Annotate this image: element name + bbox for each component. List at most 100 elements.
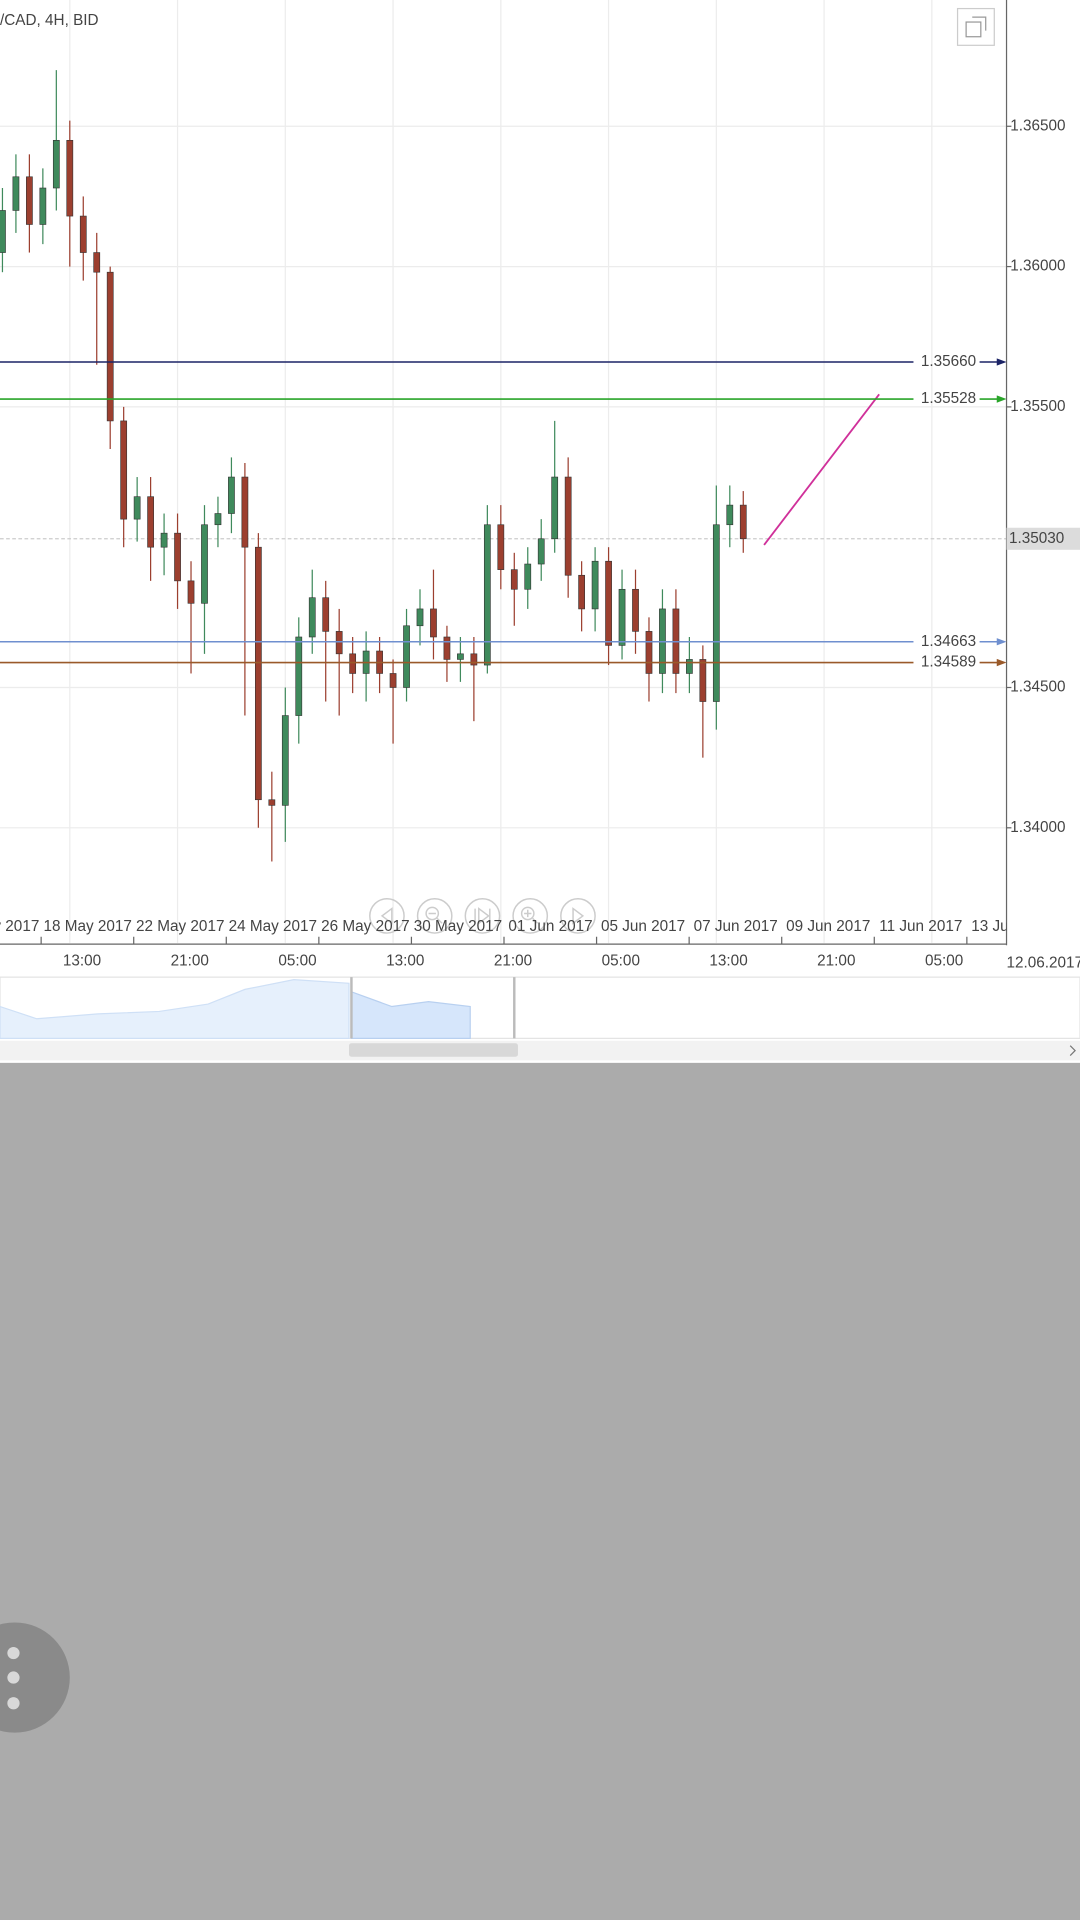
y-tick-label: 1.34500 bbox=[1010, 679, 1065, 696]
trend-line[interactable] bbox=[763, 393, 880, 546]
x-date-label: 07 Jun 2017 bbox=[694, 918, 778, 935]
candle-body bbox=[335, 631, 343, 655]
x-end-label: 12.06.2017 bbox=[1007, 955, 1080, 972]
candle-body bbox=[0, 210, 6, 253]
candle-body bbox=[645, 631, 653, 674]
zoom-in[interactable] bbox=[512, 898, 549, 934]
candle-body bbox=[605, 560, 612, 646]
floating-menu-button[interactable] bbox=[0, 1622, 70, 1733]
x-date-label: 26 May 2017 bbox=[321, 918, 409, 935]
candle-body bbox=[187, 580, 195, 604]
candle-body bbox=[632, 588, 639, 632]
candle-body bbox=[255, 546, 262, 801]
candle-body bbox=[39, 187, 47, 225]
current-price-box bbox=[1006, 527, 1080, 550]
y-tick-label: 1.36500 bbox=[1010, 117, 1065, 134]
x-date-label: 30 May 2017 bbox=[414, 918, 502, 935]
candle-body bbox=[120, 420, 128, 520]
x-date-label: 13 Jun 2017 bbox=[971, 918, 1055, 935]
price-level-arrowhead bbox=[996, 395, 1007, 403]
scroll-left[interactable] bbox=[369, 898, 405, 934]
candle-body bbox=[389, 673, 397, 688]
candle-body bbox=[510, 569, 518, 590]
candle-body bbox=[699, 659, 707, 702]
candle-body bbox=[712, 524, 720, 702]
candle-body bbox=[578, 574, 585, 610]
x-time-label: 13:00 bbox=[709, 952, 747, 969]
scrollbar-arrow[interactable] bbox=[1069, 1045, 1076, 1056]
chart-title: /CAD, 4H, BID bbox=[0, 12, 99, 29]
y-tick-label: 1.35500 bbox=[1010, 398, 1065, 415]
x-time-label: 05:00 bbox=[602, 952, 640, 969]
x-time-label: 21:00 bbox=[817, 952, 855, 969]
candle-body bbox=[470, 653, 478, 666]
price-level-label: 1.34663 bbox=[921, 633, 976, 650]
popout-button[interactable] bbox=[956, 7, 995, 46]
candle-body bbox=[147, 496, 154, 548]
candle-body bbox=[268, 799, 276, 806]
x-time-label: 13:00 bbox=[63, 952, 101, 969]
candle-body bbox=[564, 476, 572, 576]
candle-body bbox=[524, 563, 532, 590]
candle-body bbox=[214, 513, 222, 526]
candle-body bbox=[295, 636, 303, 716]
candle-body bbox=[174, 532, 181, 582]
x-time-label: 05:00 bbox=[278, 952, 316, 969]
x-date-label: 24 May 2017 bbox=[229, 918, 317, 935]
reset[interactable] bbox=[464, 898, 501, 934]
candle-body bbox=[726, 504, 734, 526]
x-time-label: 13:00 bbox=[386, 952, 424, 969]
candle-body bbox=[483, 524, 491, 666]
chart-background bbox=[0, 0, 1080, 1063]
candle-body bbox=[133, 496, 141, 520]
candle-body bbox=[228, 476, 235, 514]
candle-body bbox=[79, 215, 87, 253]
current-price-label: 1.35030 bbox=[1009, 530, 1064, 547]
candle-body bbox=[322, 597, 330, 632]
x-date-label: 11 Jun 2017 bbox=[879, 918, 962, 935]
candle-body bbox=[26, 176, 33, 225]
candle-body bbox=[201, 524, 208, 604]
price-level-label: 1.35528 bbox=[921, 390, 976, 407]
scroll-right[interactable] bbox=[560, 898, 596, 934]
candle-body bbox=[551, 476, 559, 540]
x-date-label: 16 May 2017 bbox=[0, 918, 39, 935]
navigator bbox=[0, 976, 1080, 1061]
candle-body bbox=[160, 532, 168, 548]
x-date-label: 05 Jun 2017 bbox=[601, 918, 685, 935]
x-time-label: 05:00 bbox=[925, 952, 963, 969]
price-level-label: 1.34589 bbox=[921, 654, 976, 671]
x-date-label: 18 May 2017 bbox=[43, 918, 131, 935]
x-date-label: 22 May 2017 bbox=[136, 918, 224, 935]
candle-body bbox=[416, 608, 424, 627]
price-level-arrowhead bbox=[996, 638, 1007, 646]
candle-body bbox=[52, 140, 60, 189]
candle-body bbox=[403, 625, 410, 688]
price-level-label: 1.35660 bbox=[921, 353, 976, 370]
candle-body bbox=[430, 608, 437, 638]
scrollbar-thumb[interactable] bbox=[348, 1043, 518, 1057]
candle-body bbox=[241, 476, 249, 548]
candle-body bbox=[93, 252, 101, 273]
candle-body bbox=[618, 588, 626, 646]
y-tick-label: 1.34000 bbox=[1010, 819, 1065, 836]
candle-body bbox=[497, 524, 505, 570]
price-level-arrowhead bbox=[996, 658, 1007, 667]
x-date-label: 09 Jun 2017 bbox=[786, 918, 870, 935]
price-level-arrowhead bbox=[996, 358, 1007, 366]
x-time-label: 21:00 bbox=[494, 952, 532, 969]
x-time-label: 21:00 bbox=[171, 952, 209, 969]
candle-body bbox=[537, 538, 545, 565]
zoom-out[interactable] bbox=[416, 898, 453, 934]
candle-body bbox=[443, 636, 451, 660]
candle-body bbox=[281, 715, 289, 806]
candle-body bbox=[739, 504, 747, 540]
y-tick-label: 1.36000 bbox=[1010, 258, 1065, 275]
x-date-label: 01 Jun 2017 bbox=[508, 918, 592, 935]
candle-body bbox=[457, 653, 464, 660]
candle-body bbox=[591, 560, 599, 610]
candle-body bbox=[686, 659, 693, 674]
